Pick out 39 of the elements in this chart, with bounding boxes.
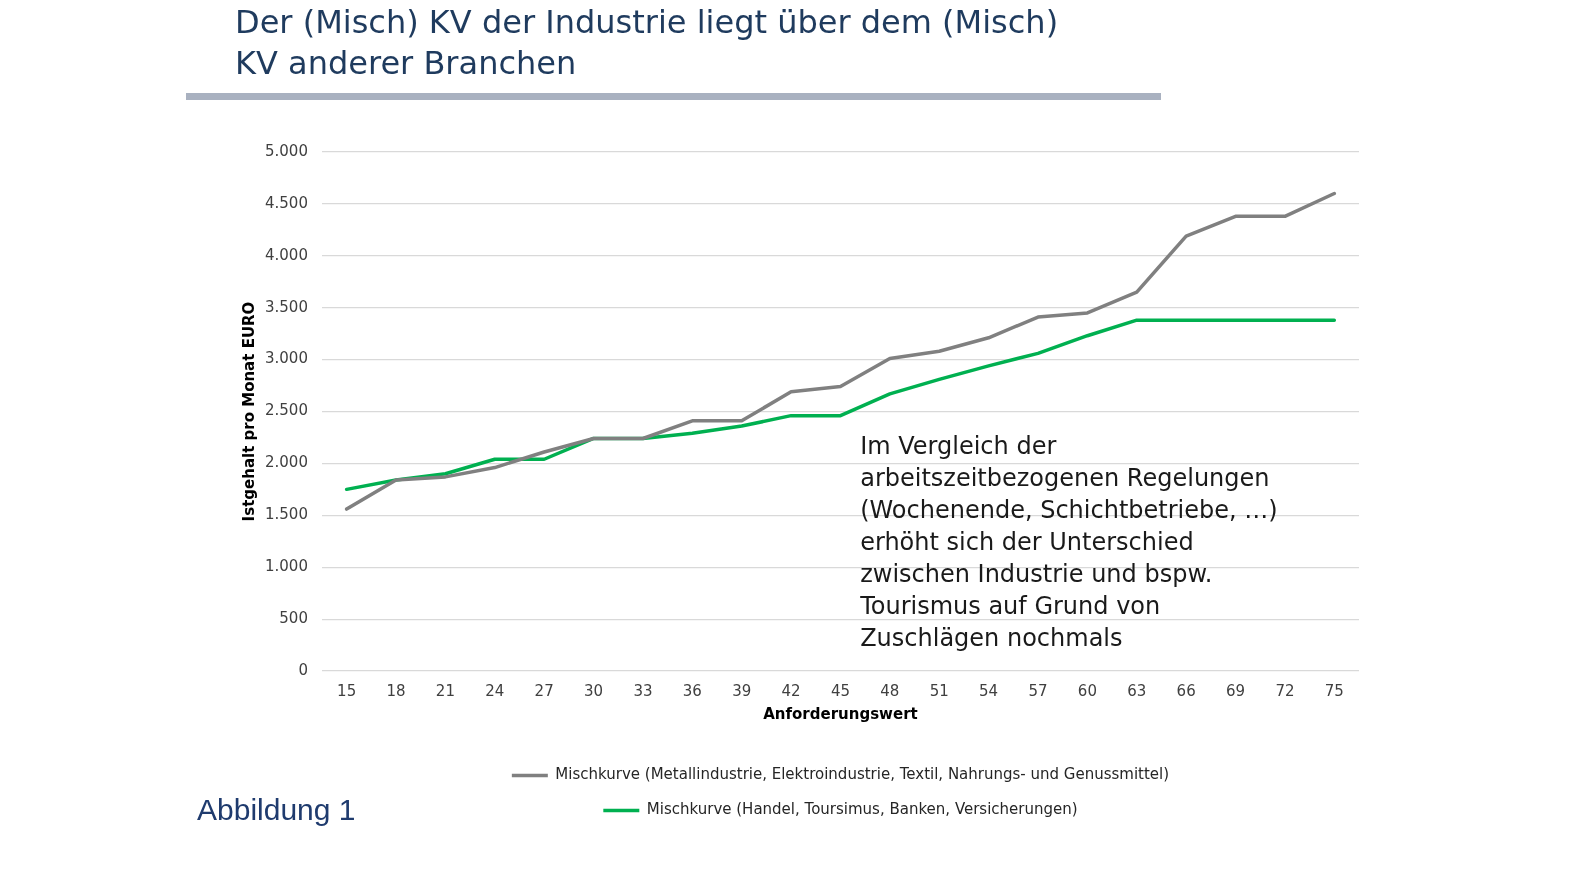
x-tick-label: 30: [584, 681, 604, 700]
y-tick-label: 500: [279, 608, 308, 627]
x-tick-label: 21: [435, 681, 455, 700]
x-tick-label: 45: [830, 681, 851, 700]
y-tick-label: 1.500: [264, 505, 308, 524]
x-tick-label: 51: [929, 681, 949, 700]
x-tick-label: 66: [1176, 681, 1196, 700]
y-tick-label: 5.000: [264, 141, 308, 160]
x-tick-label: 36: [682, 681, 702, 700]
annotation: Im Vergleich der arbeitszeitbezogenen Regelungen (Wochenende, Schichtbetriebe, …) erhöht sich der Unterschied zwischen Industrie und bspw. Tourismus auf Grund von Zuschlägen nochmals: [859, 432, 1278, 653]
x-tick-label: 63: [1127, 681, 1147, 700]
y-tick-label: 3.500: [264, 297, 308, 316]
legend-label: Mischkurve (Metallindustrie, Elektroindustrie, Textil, Nahrungs- und Genussmittel): [555, 765, 1170, 784]
x-tick-label: 75: [1324, 681, 1344, 700]
text: Abbildung 1: [197, 793, 356, 827]
x-tick-label: 57: [1028, 681, 1048, 700]
y-axis-title: Istgehalt pro Monat EURO: [239, 301, 258, 522]
x-tick-label: 48: [880, 681, 900, 700]
chart-title: Der (Misch) KV der Industrie liegt über dem (Misch) KV anderer Branchen: [235, 2, 1060, 84]
x-tick-label: 33: [633, 681, 653, 700]
y-tick-label: 0: [298, 660, 308, 679]
y-tick-label: 3.000: [264, 349, 308, 368]
x-tick-label: 24: [485, 681, 505, 700]
x-tick-label: 27: [534, 681, 554, 700]
y-tick-label: 4.500: [264, 193, 308, 212]
x-tick-label: 72: [1275, 681, 1295, 700]
legend-label: Mischkurve (Handel, Toursimus, Banken, Versicherungen): [646, 800, 1078, 819]
x-tick-label: 15: [337, 681, 357, 700]
y-tick-label: 1.000: [264, 557, 308, 576]
x-tick-label: 39: [732, 681, 752, 700]
x-axis-title: Anforderungswert: [763, 704, 918, 723]
y-tick-label: 2.500: [264, 401, 308, 420]
x-tick-label: 69: [1225, 681, 1246, 700]
x-tick-label: 60: [1077, 681, 1097, 700]
y-tick-label: 2.000: [264, 453, 308, 472]
y-tick-label: 4.000: [264, 245, 308, 264]
x-tick-label: 42: [781, 681, 801, 700]
x-tick-label: 54: [979, 681, 999, 700]
x-tick-label: 18: [386, 681, 406, 700]
